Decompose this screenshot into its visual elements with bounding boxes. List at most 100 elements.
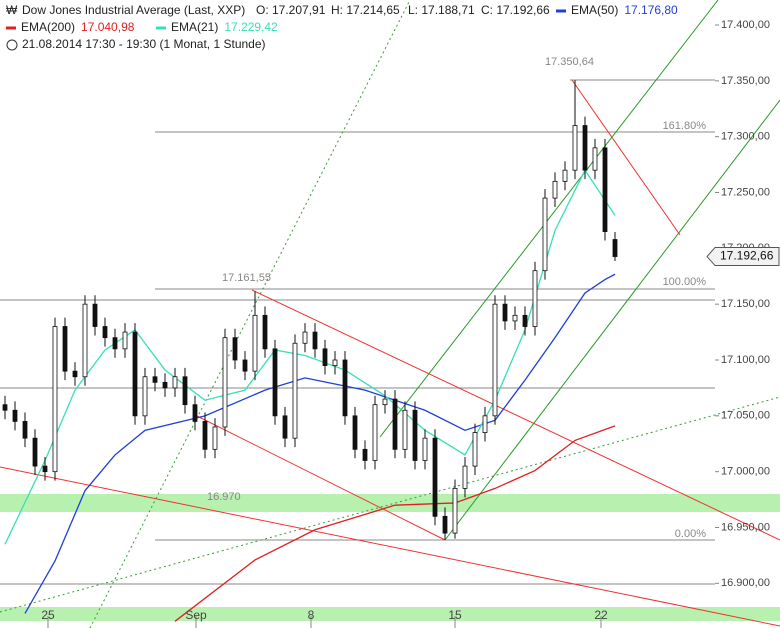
candle-body bbox=[512, 314, 518, 322]
candle-body bbox=[172, 376, 178, 389]
candle-body bbox=[382, 398, 388, 406]
y-tick-label: 17.250,00 bbox=[721, 186, 770, 198]
candle-body bbox=[42, 465, 48, 473]
trendline bbox=[444, 99, 780, 541]
candle-body bbox=[142, 376, 148, 417]
candle-body bbox=[602, 147, 608, 232]
candle-body bbox=[212, 426, 218, 450]
candle-body bbox=[32, 437, 38, 467]
candle-body bbox=[2, 404, 8, 411]
candle-body bbox=[352, 415, 358, 450]
plot bbox=[2, 80, 618, 622]
y-tick-label: 17.000,00 bbox=[721, 466, 770, 478]
candle-body bbox=[72, 370, 78, 378]
candle-body bbox=[62, 326, 68, 372]
candle-body bbox=[322, 348, 328, 366]
x-tick-label: 25 bbox=[41, 608, 55, 622]
candle-body bbox=[192, 404, 198, 422]
candle-body bbox=[412, 409, 418, 461]
clock-icon bbox=[6, 39, 18, 51]
ohlc: C: 17.192,66 bbox=[481, 3, 550, 17]
ohlc: H: 17.214,65 bbox=[331, 3, 400, 17]
legend-value: 17.040,98 bbox=[81, 20, 135, 34]
y-tick-label: 17.350,00 bbox=[721, 75, 770, 87]
candle-body bbox=[562, 169, 568, 182]
y-tick-label: 17.300,00 bbox=[721, 131, 770, 143]
trendline bbox=[89, 0, 411, 628]
candle-body bbox=[122, 331, 128, 350]
candle-body bbox=[462, 465, 468, 489]
candle-body bbox=[152, 376, 158, 383]
ohlc: L: 17.188,71 bbox=[408, 3, 475, 17]
x-tick-label: 8 bbox=[308, 608, 315, 622]
y-tick-label: 16.950,00 bbox=[721, 521, 770, 533]
annotation: 161.80% bbox=[663, 120, 707, 132]
ema-line bbox=[4, 168, 616, 545]
candle-body bbox=[132, 331, 138, 417]
candle-body bbox=[582, 125, 588, 171]
legend-value: 17.176,80 bbox=[624, 3, 678, 17]
legend-value: 17.229,42 bbox=[224, 20, 278, 34]
period: 21.08.2014 17:30 - 19:30 (1 Monat, 1 Stu… bbox=[22, 37, 266, 51]
y-tick-label: 17.150,00 bbox=[721, 298, 770, 310]
candle-body bbox=[202, 421, 208, 450]
price-tag bbox=[706, 247, 780, 267]
candle-body bbox=[232, 337, 238, 361]
candle-body bbox=[302, 331, 308, 344]
candle-body bbox=[372, 404, 378, 461]
annotation: 17.350,64 bbox=[545, 56, 594, 68]
candle-body bbox=[522, 314, 528, 327]
candle-body bbox=[452, 488, 458, 534]
ema-line bbox=[24, 273, 616, 614]
candle-body bbox=[22, 421, 28, 439]
candle-body bbox=[592, 147, 598, 171]
y-tick-label: 16.900,00 bbox=[721, 577, 770, 589]
annotation: 17.161,55 bbox=[222, 272, 271, 284]
support-band bbox=[0, 494, 780, 512]
price-tag-label: 17.192,66 bbox=[720, 249, 774, 263]
candle-body bbox=[422, 437, 428, 461]
annotation: 100.00% bbox=[663, 276, 707, 288]
legend-name: EMA(200) bbox=[21, 20, 75, 34]
support-band bbox=[0, 607, 780, 621]
candle-body bbox=[272, 348, 278, 417]
icon: ₩ bbox=[6, 3, 18, 17]
candle-body bbox=[82, 303, 88, 378]
candle-body bbox=[552, 180, 558, 199]
y-tick-label: 17.100,00 bbox=[721, 354, 770, 366]
candle-body bbox=[262, 314, 268, 350]
x-tick-label: 15 bbox=[448, 608, 462, 622]
candle-body bbox=[242, 359, 248, 372]
legend-name: EMA(50) bbox=[571, 3, 618, 17]
candle-body bbox=[432, 437, 438, 517]
trendline bbox=[379, 0, 719, 438]
candle-body bbox=[282, 415, 288, 439]
candle-body bbox=[482, 415, 488, 433]
y-tick-label: 17.050,00 bbox=[721, 410, 770, 422]
candle-body bbox=[112, 337, 118, 350]
header: ₩ Dow Jones Industrial Average (Last, XX… bbox=[6, 3, 550, 51]
title: Dow Jones Industrial Average (Last, XXP) bbox=[22, 3, 245, 17]
candle-body bbox=[362, 448, 368, 461]
candle-body bbox=[222, 337, 228, 428]
trendline bbox=[251, 289, 780, 541]
candle-body bbox=[182, 376, 188, 406]
trendline bbox=[194, 414, 446, 541]
candle-body bbox=[342, 359, 348, 417]
candle-body bbox=[52, 326, 58, 473]
candle-body bbox=[162, 381, 168, 389]
x-tick-label: 22 bbox=[594, 608, 608, 622]
candle-body bbox=[502, 303, 508, 322]
candle-body bbox=[542, 197, 548, 272]
x-tick-label: Sep bbox=[185, 608, 207, 622]
candle-body bbox=[612, 239, 618, 257]
annotation: 16.970 bbox=[207, 491, 241, 503]
legend-name: EMA(21) bbox=[171, 20, 218, 34]
candle-body bbox=[392, 398, 398, 450]
candle-body bbox=[572, 125, 578, 171]
trendline bbox=[0, 466, 780, 627]
ohlc: O: 17.207,91 bbox=[256, 3, 326, 17]
candle-body bbox=[332, 359, 338, 366]
candle-body bbox=[102, 326, 108, 339]
